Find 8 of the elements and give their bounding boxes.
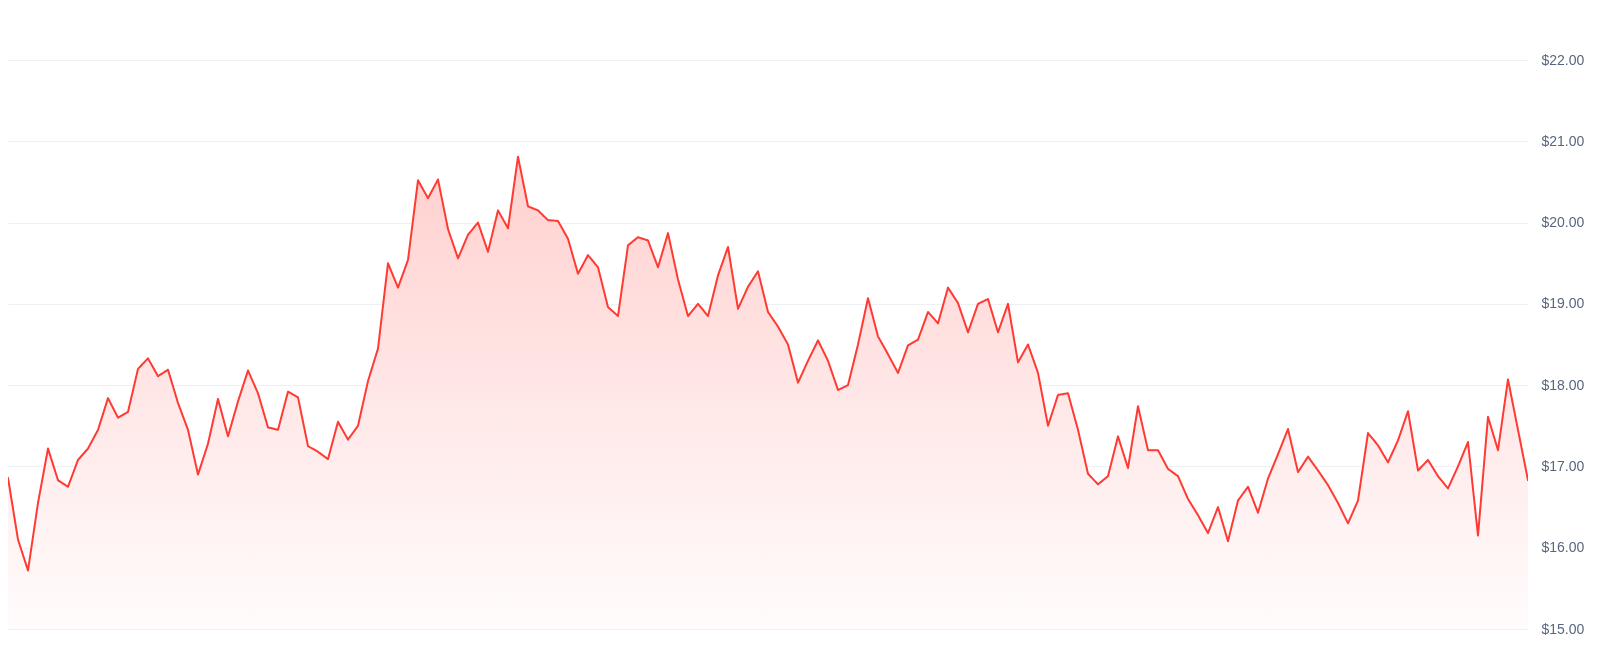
y-tick-label: $22.00 (1541, 51, 1585, 68)
y-tick-label: $19.00 (1541, 295, 1585, 312)
y-tick-label: $15.00 (1541, 620, 1585, 637)
y-tick-label: $17.00 (1541, 457, 1585, 474)
y-tick-label: $20.00 (1541, 214, 1585, 231)
y-tick-label: $21.00 (1541, 132, 1585, 149)
y-tick-label: $18.00 (1541, 376, 1585, 393)
y-tick-label: $16.00 (1541, 539, 1585, 556)
